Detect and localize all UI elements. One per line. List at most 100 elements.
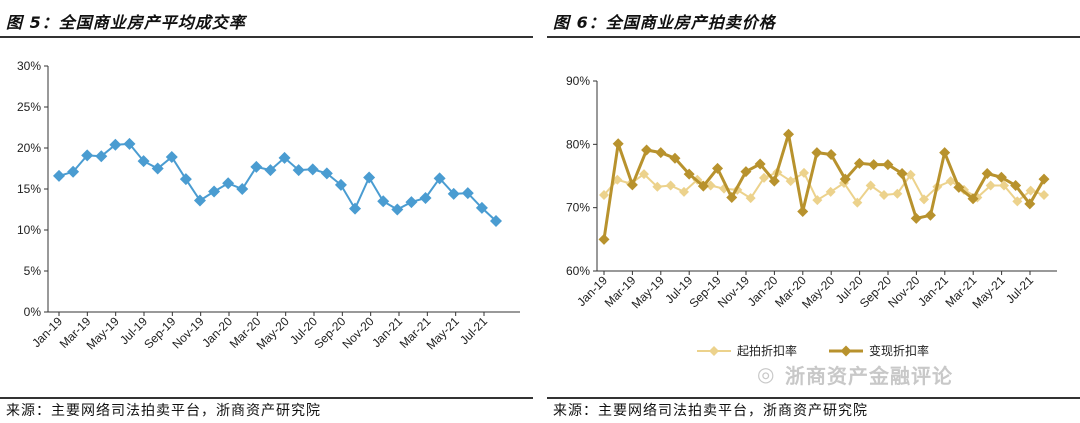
data-point	[999, 180, 1009, 191]
x-tick-label: May-21	[424, 314, 462, 352]
data-point	[812, 195, 823, 206]
data-point	[939, 147, 951, 159]
data-point	[905, 169, 916, 180]
data-point	[910, 212, 922, 224]
data-point	[839, 173, 851, 185]
data-point	[669, 152, 681, 164]
series-line	[603, 171, 1045, 205]
data-point	[783, 128, 795, 140]
data-point	[490, 214, 502, 227]
data-point	[53, 169, 65, 182]
data-point	[852, 197, 863, 208]
data-point	[639, 169, 649, 180]
data-point	[598, 233, 610, 245]
data-point	[447, 187, 460, 200]
data-point	[599, 190, 609, 200]
y-tick-label: 30%	[17, 59, 41, 73]
data-point	[919, 194, 929, 205]
data-point	[924, 209, 936, 221]
bottom-rule	[547, 397, 1080, 399]
data-point	[377, 195, 390, 208]
data-point	[745, 193, 756, 204]
data-point	[151, 162, 164, 175]
data-point	[612, 138, 624, 150]
data-point	[705, 180, 716, 191]
data-point	[626, 179, 638, 191]
data-point	[193, 194, 206, 207]
data-point	[95, 150, 108, 163]
auction-price-chart: 60%70%80%90%Jan-19Mar-19May-19Jul-19Sep-…	[566, 74, 1057, 358]
data-point	[1025, 185, 1036, 196]
y-tick-label: 10%	[17, 223, 41, 237]
data-point	[868, 159, 880, 171]
data-point	[726, 192, 738, 204]
data-point	[882, 159, 894, 171]
data-point	[1010, 180, 1022, 191]
data-point	[363, 171, 376, 184]
data-point	[137, 155, 150, 168]
data-point	[81, 149, 94, 162]
data-point	[292, 164, 305, 177]
data-point	[165, 151, 178, 164]
chart-title: 图 5：全国商业房产平均成交率	[6, 13, 246, 32]
y-tick-label: 70%	[566, 201, 590, 215]
data-point	[475, 201, 488, 214]
data-point	[825, 186, 836, 197]
wechat-icon: ◎	[757, 362, 775, 386]
x-tick-label: May-20	[254, 314, 292, 352]
chart-title: 图 6：全国商业房产拍卖价格	[553, 13, 776, 32]
data-point	[405, 196, 418, 209]
chart-panel-commercial-auction-price: 图 6：全国商业房产拍卖价格 60% 70% 80% 90% Jan-19 Mar-19 M…	[547, 0, 1080, 423]
series-line	[58, 142, 497, 222]
data-point	[306, 163, 319, 176]
legend-swatch-marker	[840, 345, 852, 357]
data-point	[655, 147, 667, 159]
data-point	[981, 167, 993, 179]
data-point	[391, 203, 404, 216]
data-point	[697, 180, 709, 192]
data-point	[879, 190, 889, 200]
x-tick-label: May-21	[970, 273, 1008, 311]
y-tick-label: 25%	[17, 100, 41, 114]
chart-source: 来源：主要网络司法拍卖平台，浙商资产研究院	[6, 403, 321, 419]
x-tick-label: May-19	[84, 314, 122, 352]
data-point	[797, 205, 809, 217]
x-tick-label: Jul-21	[1003, 273, 1036, 306]
data-point	[665, 180, 676, 191]
x-tick-label: May-20	[799, 273, 837, 311]
data-point	[1012, 196, 1023, 207]
y-tick-label: 0%	[24, 305, 42, 319]
data-point	[754, 158, 766, 170]
legend-swatch-marker	[709, 346, 719, 356]
chart-source: 来源：主要网络司法拍卖平台，浙商资产研究院	[553, 403, 868, 419]
x-tick-label: Nov-19	[715, 273, 752, 310]
transaction-rate-chart: 0%5%10%15%20%25%30%Jan-19Mar-19May-19Jul…	[17, 59, 520, 352]
x-tick-label: Nov-20	[340, 314, 377, 351]
data-point	[892, 188, 903, 199]
y-tick-label: 60%	[566, 264, 590, 278]
y-tick-label: 15%	[17, 182, 41, 196]
data-point	[1039, 190, 1049, 200]
data-point	[250, 160, 263, 173]
data-point	[785, 176, 796, 187]
data-point	[953, 181, 965, 193]
data-point	[799, 167, 809, 178]
top-rule	[0, 36, 533, 38]
data-point	[1024, 198, 1036, 210]
data-point	[67, 165, 80, 178]
x-tick-label: Nov-20	[885, 273, 922, 310]
data-point	[222, 177, 235, 190]
data-point	[825, 148, 837, 160]
data-point	[236, 183, 249, 195]
bottom-rule	[0, 397, 533, 399]
data-point	[612, 174, 623, 185]
data-point	[759, 172, 769, 183]
chart-panel-commercial-transaction-rate: 图 5：全国商业房产平均成交率 0% 5% 10% 15% 20% 25% 30% Jan-1…	[0, 0, 533, 423]
top-rule	[547, 36, 1080, 38]
data-point	[179, 173, 192, 186]
y-tick-label: 90%	[566, 74, 590, 88]
data-point	[995, 171, 1007, 183]
data-point	[865, 180, 876, 191]
data-point	[1038, 173, 1050, 185]
x-tick-label: May-19	[629, 273, 667, 311]
